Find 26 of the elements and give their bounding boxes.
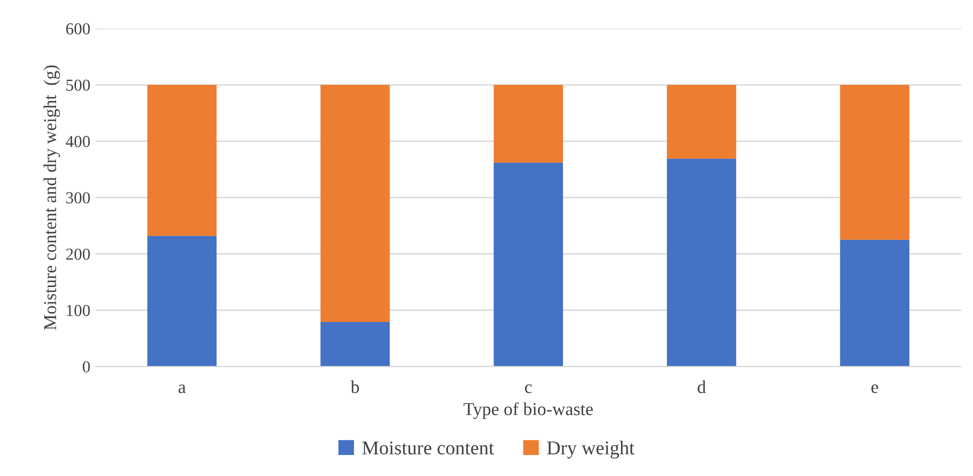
bar (666, 84, 736, 159)
y-tick-label: 200 (66, 248, 90, 260)
x-tick-label: b (350, 380, 359, 394)
bar (666, 158, 736, 367)
bar (320, 322, 390, 367)
bar (147, 84, 217, 236)
bar (840, 84, 910, 240)
y-tick-label: 600 (66, 23, 90, 35)
legend-label: Moisture content (362, 441, 494, 454)
y-tick-label: 0 (82, 361, 90, 372)
x-tick-label: d (698, 380, 706, 394)
bar (320, 84, 390, 322)
bar (494, 162, 563, 367)
x-tick-label: c (525, 384, 532, 394)
y-axis-title: Moisture content and dry weight (g) (44, 65, 60, 330)
y-tick-label: 300 (66, 192, 90, 204)
x-tick-label: e (871, 384, 878, 394)
y-tick-label: 500 (66, 80, 90, 91)
bar (494, 84, 563, 163)
bar (840, 240, 910, 367)
x-tick-label: a (178, 384, 186, 394)
bar (147, 236, 217, 367)
legend-label: Dry weight (547, 440, 634, 458)
y-tick-label: 400 (66, 136, 90, 148)
x-axis-title: Type of bio-waste (464, 402, 593, 419)
y-tick-label: 100 (66, 304, 90, 316)
